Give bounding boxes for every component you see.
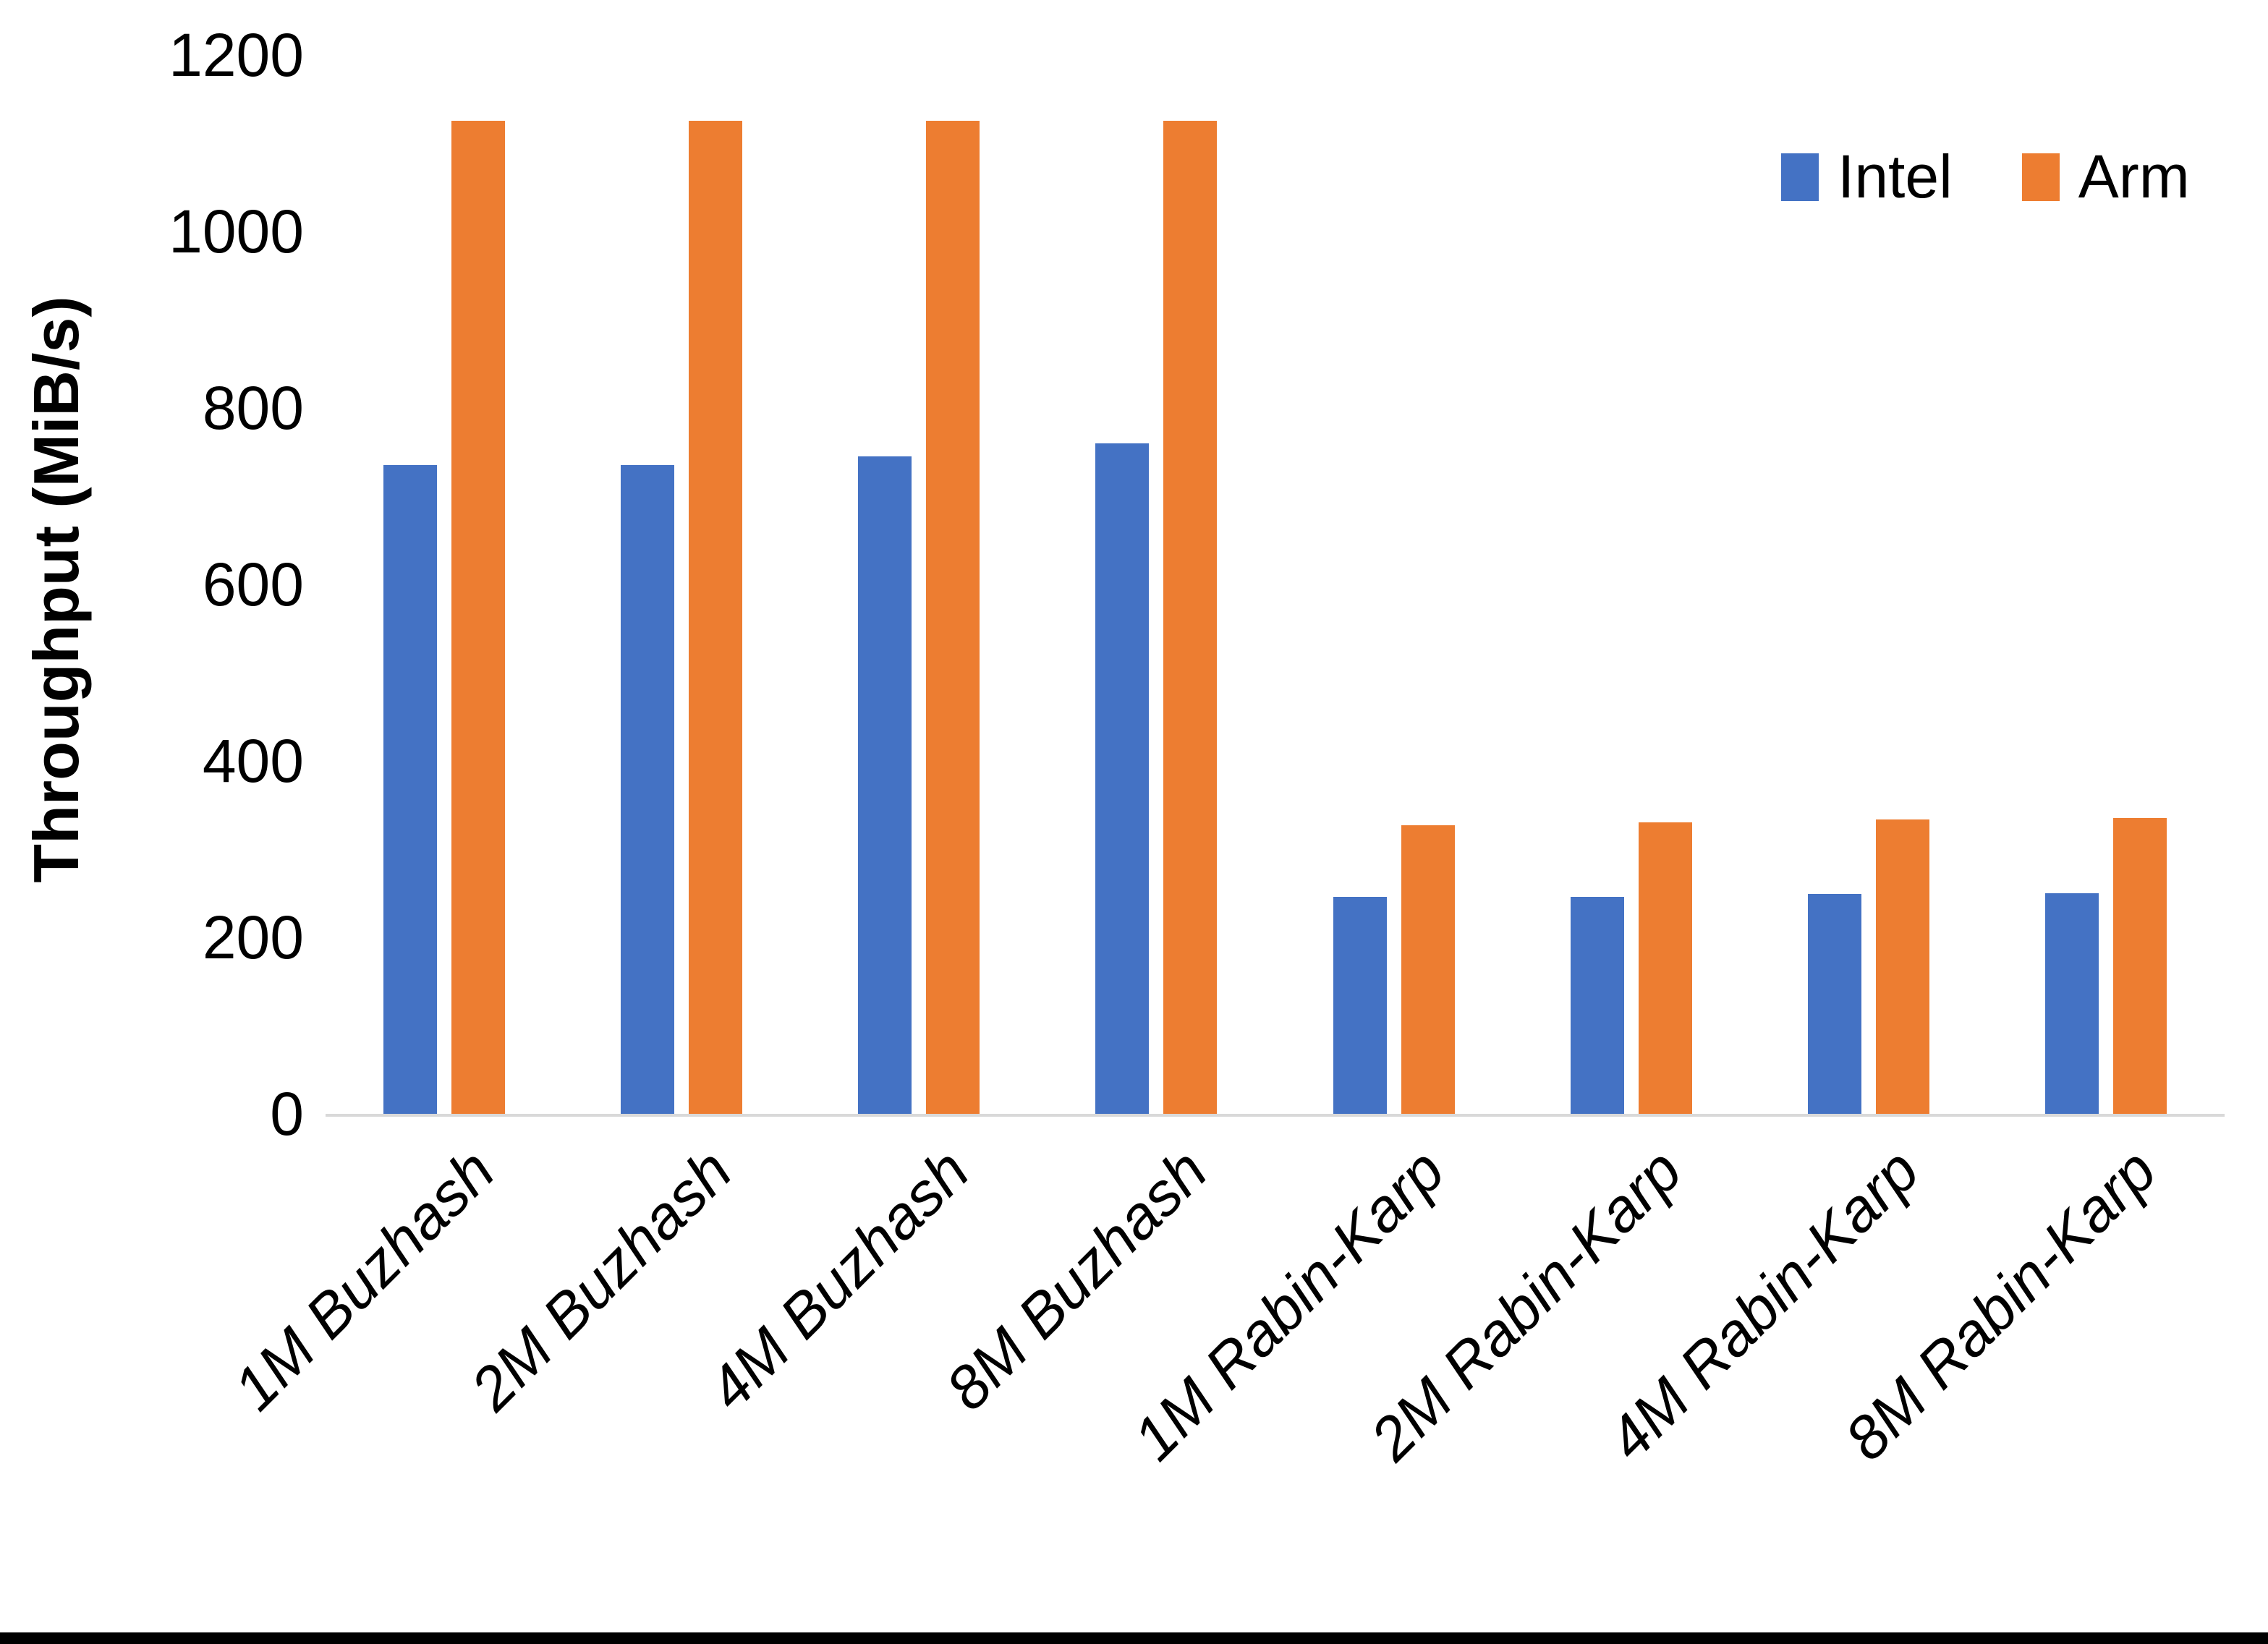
bar-arm-8m-rabin-karp: [2113, 818, 2167, 1114]
legend-label-intel: Intel: [1838, 142, 1953, 210]
bar-intel-8m-buzhash: [1095, 443, 1149, 1114]
intel-series-swatch-icon: [1781, 153, 1819, 201]
bar-arm-2m-rabin-karp: [1639, 822, 1692, 1114]
bar-intel-1m-buzhash: [383, 465, 437, 1114]
y-tick-label-0: 0: [270, 1080, 304, 1148]
bar-arm-2m-buzhash: [689, 121, 742, 1114]
plot-area: [326, 55, 2225, 1114]
legend-item-arm: Arm: [2021, 142, 2190, 212]
y-tick-label-1200: 1200: [169, 21, 304, 89]
bar-intel-1m-rabin-karp: [1333, 897, 1387, 1114]
bar-arm-4m-rabin-karp: [1876, 819, 1929, 1114]
legend-item-intel: Intel: [1781, 142, 1953, 212]
y-tick-label-800: 800: [202, 374, 304, 442]
bar-arm-1m-buzhash: [451, 121, 505, 1114]
bar-intel-2m-rabin-karp: [1571, 897, 1624, 1114]
bar-intel-2m-buzhash: [621, 465, 674, 1114]
bar-intel-4m-buzhash: [858, 456, 912, 1114]
y-tick-label-600: 600: [202, 550, 304, 618]
bottom-edge-bar: [0, 1632, 2268, 1644]
bar-arm-1m-rabin-karp: [1401, 825, 1455, 1114]
legend: Intel Arm: [1781, 142, 2190, 212]
legend-label-arm: Arm: [2078, 142, 2190, 210]
bar-intel-4m-rabin-karp: [1808, 894, 1861, 1114]
bar-arm-8m-buzhash: [1163, 121, 1217, 1114]
y-tick-label-1000: 1000: [169, 197, 304, 265]
y-tick-label-200: 200: [202, 903, 304, 971]
bar-intel-8m-rabin-karp: [2045, 893, 2099, 1114]
bar-arm-4m-buzhash: [926, 121, 980, 1114]
x-axis-line: [326, 1114, 2225, 1117]
arm-series-swatch-icon: [2021, 153, 2060, 201]
y-tick-label-400: 400: [202, 727, 304, 795]
